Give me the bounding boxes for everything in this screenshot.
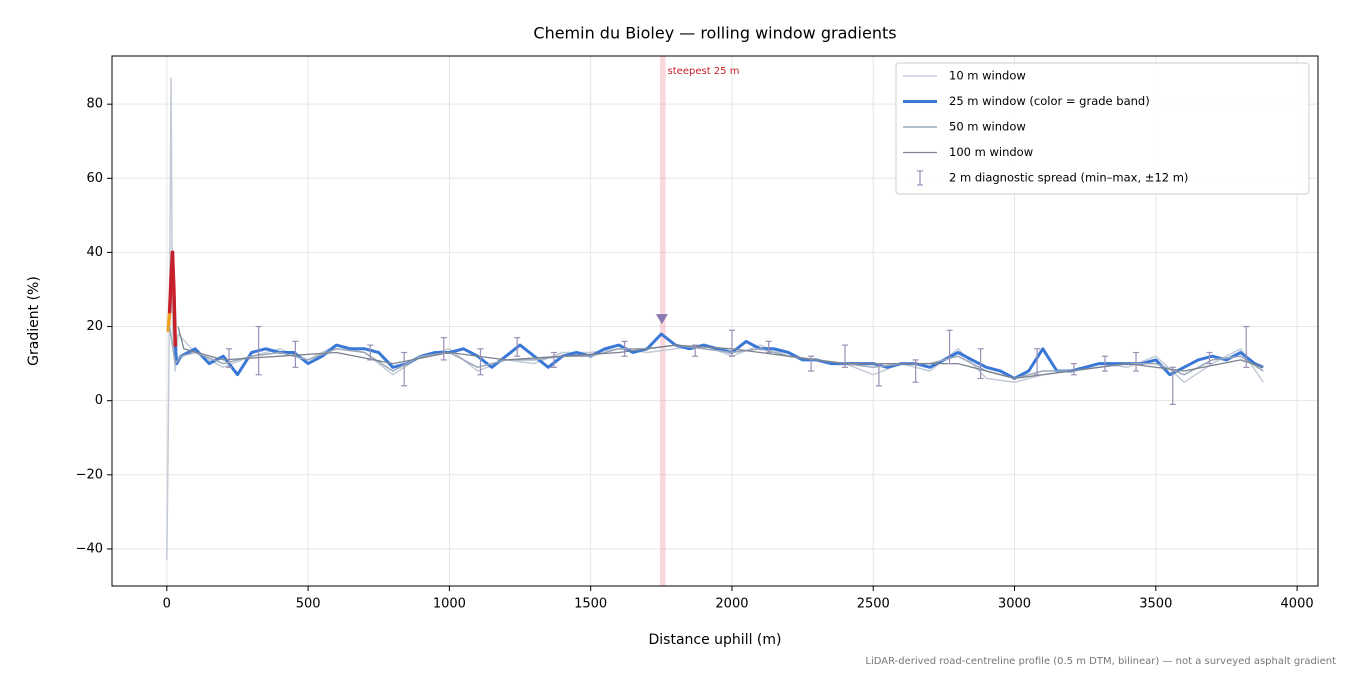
error-bar [1206, 351, 1213, 365]
legend-label: 100 m window [949, 145, 1033, 159]
error-bar [1133, 351, 1140, 372]
error-bar [440, 337, 447, 361]
error-bar [477, 348, 484, 376]
grade-band-segment [167, 276, 173, 314]
legend-box [895, 62, 1310, 195]
x-tick-label: 0 [163, 597, 171, 612]
error-bar [728, 329, 735, 357]
plot-frame [111, 55, 1319, 587]
error-bar [765, 340, 772, 354]
x-tick-label: 2000 [715, 597, 748, 612]
legend-label: 25 m window (color = grade band) [949, 94, 1150, 108]
x-tick-label: 500 [296, 597, 321, 612]
grade-band-segment [172, 287, 178, 347]
error-bar [1070, 363, 1077, 376]
series-line [166, 250, 1264, 380]
series-line [177, 326, 1264, 380]
legend-label: 50 m window [949, 120, 1026, 134]
legend-label: 10 m window [949, 69, 1026, 83]
x-tick-label: 3500 [1139, 597, 1172, 612]
error-bar [367, 344, 374, 361]
footnote: LiDAR-derived road-centreline profile (0… [865, 656, 1336, 667]
error-bar [514, 337, 521, 357]
error-bar [255, 325, 262, 376]
error-bar [1034, 348, 1041, 376]
y-tick-label: 40 [86, 245, 103, 260]
peak-marker [655, 314, 668, 325]
y-tick-label: 80 [86, 97, 103, 112]
error-bar [1243, 325, 1250, 368]
error-bar [401, 351, 408, 387]
chart-title: Chemin du Bioley — rolling window gradie… [533, 24, 896, 43]
error-bar [1101, 355, 1108, 372]
x-tick-label: 1500 [574, 597, 607, 612]
grade-band-segment [170, 250, 176, 292]
y-tick-label: 60 [86, 171, 103, 186]
error-bar [621, 340, 628, 357]
x-tick-label: 2500 [857, 597, 890, 612]
error-bar [225, 348, 232, 368]
error-bar [841, 344, 848, 368]
error-bar [808, 355, 815, 372]
y-tick-label: 20 [86, 319, 103, 334]
x-tick-label: 3000 [998, 597, 1031, 612]
grade-band-segment [166, 309, 172, 333]
highlight-label: steepest 25 m [668, 66, 740, 77]
x-axis-label: Distance uphill (m) [649, 632, 782, 648]
y-tick-label: −40 [76, 541, 103, 556]
error-bar [1169, 366, 1176, 405]
x-tick-label: 4000 [1281, 597, 1314, 612]
error-bar [692, 344, 699, 357]
y-tick-label: −20 [76, 467, 103, 482]
error-bar [875, 363, 882, 387]
error-bar [550, 351, 557, 368]
x-tick-label: 1000 [433, 597, 466, 612]
error-bar [946, 329, 953, 365]
legend-label: 2 m diagnostic spread (min–max, ±12 m) [949, 171, 1188, 185]
error-bar [912, 359, 919, 383]
error-bar [292, 340, 299, 368]
error-bar [977, 348, 984, 380]
y-tick-label: 0 [95, 393, 103, 408]
y-axis-label: Gradient (%) [26, 276, 42, 366]
